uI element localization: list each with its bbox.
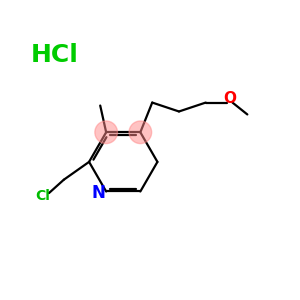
Text: HCl: HCl (31, 43, 79, 67)
Text: Cl: Cl (36, 189, 50, 203)
Circle shape (95, 121, 118, 144)
Circle shape (129, 121, 152, 144)
Text: O: O (223, 92, 236, 106)
Text: N: N (92, 184, 106, 202)
